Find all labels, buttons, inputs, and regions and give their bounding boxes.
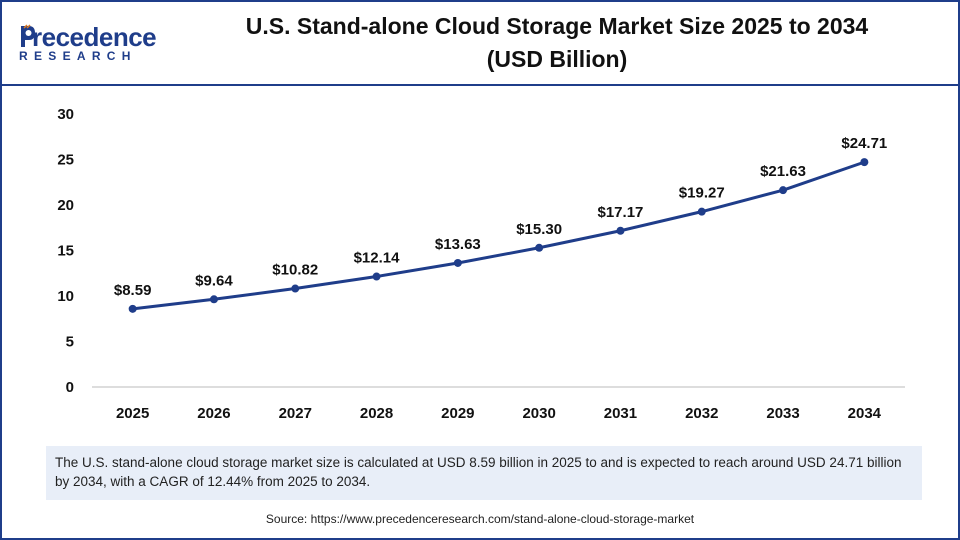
data-label: $13.63 bbox=[435, 236, 481, 253]
x-tick-label: 2030 bbox=[522, 405, 555, 422]
data-label: $15.30 bbox=[516, 221, 562, 238]
data-point bbox=[616, 226, 625, 235]
data-point bbox=[860, 158, 869, 167]
header: recedence RESEARCH U.S. Stand-alone Clou… bbox=[2, 2, 958, 86]
description-box: The U.S. stand-alone cloud storage marke… bbox=[46, 446, 922, 500]
data-point bbox=[372, 272, 381, 281]
x-tick-label: 2032 bbox=[685, 405, 718, 422]
x-axis: 2025 2026 2027 2028 2029 2030 2031 2032 2033 2034 bbox=[116, 405, 882, 422]
data-label: $8.59 bbox=[114, 282, 152, 299]
x-tick-label: 2027 bbox=[279, 405, 312, 422]
data-label: $10.82 bbox=[272, 262, 318, 279]
data-label: $21.63 bbox=[760, 163, 806, 180]
x-tick-label: 2031 bbox=[604, 405, 637, 422]
data-point bbox=[535, 243, 544, 252]
data-label: $24.71 bbox=[841, 135, 887, 152]
data-point bbox=[291, 284, 300, 293]
chart-title-line-1: U.S. Stand-alone Cloud Storage Market Si… bbox=[245, 13, 869, 39]
x-tick-label: 2025 bbox=[116, 405, 149, 422]
data-point bbox=[779, 186, 788, 195]
y-tick-label: 15 bbox=[57, 243, 74, 260]
data-labels: $8.59 $9.64 $10.82 $12.14 $13.63 $15.30 $17.17… bbox=[114, 135, 887, 299]
data-label: $9.64 bbox=[195, 272, 233, 289]
data-point bbox=[128, 304, 137, 313]
logo-mark-icon bbox=[21, 24, 35, 47]
data-point bbox=[209, 295, 218, 304]
y-tick-label: 20 bbox=[57, 197, 74, 214]
data-label: $12.14 bbox=[354, 250, 401, 267]
x-tick-label: 2033 bbox=[766, 405, 799, 422]
chart-title: U.S. Stand-alone Cloud Storage Market Si… bbox=[202, 10, 912, 76]
data-point bbox=[453, 258, 462, 267]
y-tick-label: 25 bbox=[57, 152, 74, 169]
y-tick-label: 30 bbox=[57, 106, 74, 123]
data-point bbox=[697, 207, 706, 216]
brand-subtitle: RESEARCH bbox=[19, 49, 137, 63]
y-tick-label: 5 bbox=[66, 334, 74, 351]
brand-logo: recedence RESEARCH bbox=[18, 22, 168, 66]
data-label: $17.17 bbox=[598, 204, 644, 221]
x-tick-label: 2029 bbox=[441, 405, 474, 422]
y-axis: 0 5 10 15 20 25 30 bbox=[57, 106, 74, 396]
x-tick-label: 2026 bbox=[197, 405, 230, 422]
chart-title-line-2: (USD Billion) bbox=[486, 46, 628, 72]
y-tick-label: 0 bbox=[66, 379, 74, 396]
data-points bbox=[128, 158, 869, 313]
y-tick-label: 10 bbox=[57, 288, 74, 305]
x-tick-label: 2034 bbox=[848, 405, 882, 422]
data-label: $19.27 bbox=[679, 185, 725, 202]
x-tick-label: 2028 bbox=[360, 405, 393, 422]
brand-name: recedence bbox=[32, 22, 157, 52]
source-link[interactable]: Source: https://www.precedenceresearch.c… bbox=[265, 512, 695, 526]
series-line bbox=[132, 160, 865, 311]
